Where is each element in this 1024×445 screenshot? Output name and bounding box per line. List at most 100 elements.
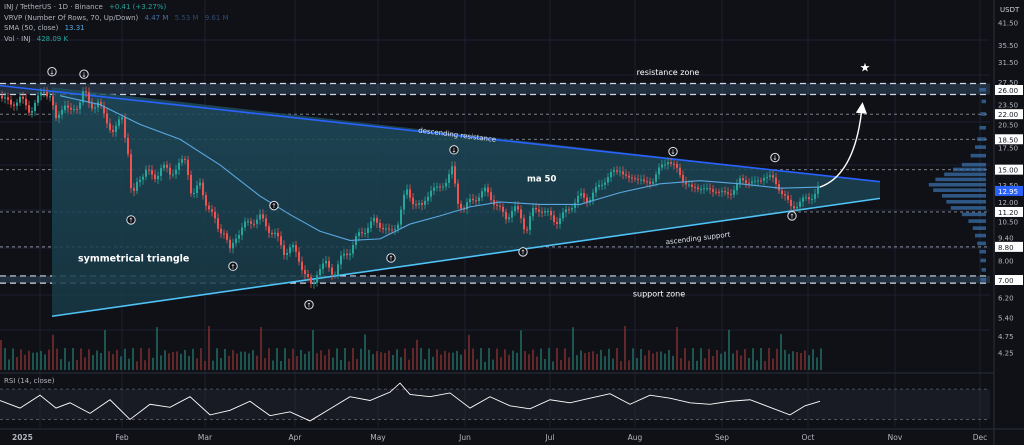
candle-body bbox=[22, 96, 24, 99]
candle-body bbox=[133, 188, 135, 191]
candle bbox=[583, 188, 585, 203]
candle-body bbox=[340, 255, 342, 265]
current-price-label: 12.95 bbox=[998, 188, 1018, 196]
volume-bar bbox=[380, 352, 382, 370]
volume-profile-row bbox=[950, 206, 986, 210]
candle-body bbox=[259, 214, 261, 220]
volume-bar bbox=[412, 348, 414, 370]
volume-bar bbox=[264, 357, 266, 370]
candle bbox=[67, 100, 69, 113]
volume-bar bbox=[68, 361, 70, 370]
candle bbox=[163, 161, 165, 172]
candle bbox=[766, 172, 768, 184]
volume-bar bbox=[88, 349, 90, 370]
candle bbox=[475, 195, 477, 207]
candle bbox=[103, 101, 105, 119]
legend-symbol[interactable]: INJ / TetherUS · 1D · Binance bbox=[4, 3, 103, 11]
volume-bar bbox=[740, 355, 742, 370]
candle-body bbox=[592, 192, 594, 200]
candle bbox=[694, 183, 696, 193]
candle bbox=[526, 226, 528, 234]
candle bbox=[307, 269, 309, 281]
legend-sma-row[interactable]: SMA (50, close) 13.31 bbox=[4, 23, 229, 34]
volume-bar bbox=[572, 327, 574, 370]
candle-body bbox=[613, 170, 615, 172]
candle bbox=[685, 176, 687, 190]
sma-line: ★ bbox=[59, 61, 870, 241]
candle bbox=[22, 91, 24, 104]
candle bbox=[631, 174, 633, 184]
candle bbox=[70, 103, 72, 115]
candle bbox=[7, 92, 9, 105]
volume-profile bbox=[928, 88, 986, 282]
volume-bar bbox=[544, 358, 546, 370]
candle bbox=[394, 224, 396, 235]
pivot-low-marker-ring bbox=[518, 247, 528, 257]
candle-body bbox=[379, 222, 381, 228]
candle-body bbox=[391, 229, 393, 231]
candle bbox=[211, 204, 213, 217]
candle-body bbox=[466, 202, 468, 210]
volume-bar bbox=[504, 349, 506, 370]
candle-body bbox=[100, 101, 102, 106]
candle bbox=[778, 180, 780, 194]
candle bbox=[409, 184, 411, 202]
volume-profile-row bbox=[980, 112, 986, 116]
volume-profile-row bbox=[961, 162, 986, 167]
candle-body bbox=[565, 209, 567, 213]
candle bbox=[514, 201, 516, 216]
candle-body bbox=[514, 206, 516, 212]
candle-body bbox=[313, 282, 315, 284]
candle bbox=[247, 218, 249, 226]
volume-bar bbox=[316, 353, 318, 370]
candle-body bbox=[586, 197, 588, 203]
candle bbox=[31, 107, 33, 118]
candle-body bbox=[718, 191, 720, 193]
candle bbox=[733, 185, 735, 198]
candle-body bbox=[739, 178, 741, 183]
time-tick-label: Oct bbox=[802, 433, 815, 442]
candle bbox=[484, 184, 486, 197]
volume-bar bbox=[200, 348, 202, 370]
volume-bar bbox=[796, 352, 798, 370]
volume-bar bbox=[664, 353, 666, 370]
volume-profile-row bbox=[981, 268, 986, 272]
candle bbox=[388, 223, 390, 234]
legend-vol-row[interactable]: Vol · INJ 428.09 K bbox=[4, 34, 229, 45]
candle-body bbox=[619, 171, 621, 173]
candle-body bbox=[280, 236, 282, 246]
pivot-low-marker-ring bbox=[228, 261, 238, 271]
candle bbox=[523, 214, 525, 234]
legend-vrvp-row[interactable]: VRVP (Number Of Rows, 70, Up/Down) 4.47 … bbox=[4, 13, 229, 24]
candle-body bbox=[382, 227, 384, 230]
pivot-low-marker: ↑ bbox=[304, 300, 314, 310]
candle-body bbox=[331, 267, 333, 275]
candle-body bbox=[673, 163, 675, 165]
pivot-high-marker: ↓ bbox=[770, 152, 780, 163]
volume-bar bbox=[668, 350, 670, 370]
candle-body bbox=[817, 186, 819, 194]
volume-bar bbox=[216, 348, 218, 370]
candle bbox=[601, 179, 603, 190]
candle bbox=[136, 177, 138, 195]
pivot-high-marker-ring bbox=[449, 145, 459, 155]
candle-body bbox=[277, 232, 279, 237]
candle-body bbox=[685, 181, 687, 185]
volume-bar bbox=[712, 355, 714, 370]
candle-body bbox=[190, 174, 192, 194]
candle-body bbox=[664, 164, 666, 166]
candle-body bbox=[562, 212, 564, 219]
volume-bar bbox=[236, 353, 238, 370]
candle-body bbox=[703, 188, 705, 190]
candle bbox=[442, 183, 444, 191]
pivot-low-marker-glyph: ↑ bbox=[789, 212, 794, 220]
candle bbox=[271, 229, 273, 238]
candle bbox=[637, 174, 639, 185]
candle bbox=[406, 184, 408, 199]
candle-body bbox=[187, 159, 189, 175]
candle-body bbox=[160, 168, 162, 176]
candle-body bbox=[157, 175, 159, 180]
candle-body bbox=[166, 164, 168, 168]
candle-body bbox=[139, 179, 141, 182]
volume-bar bbox=[272, 360, 274, 370]
